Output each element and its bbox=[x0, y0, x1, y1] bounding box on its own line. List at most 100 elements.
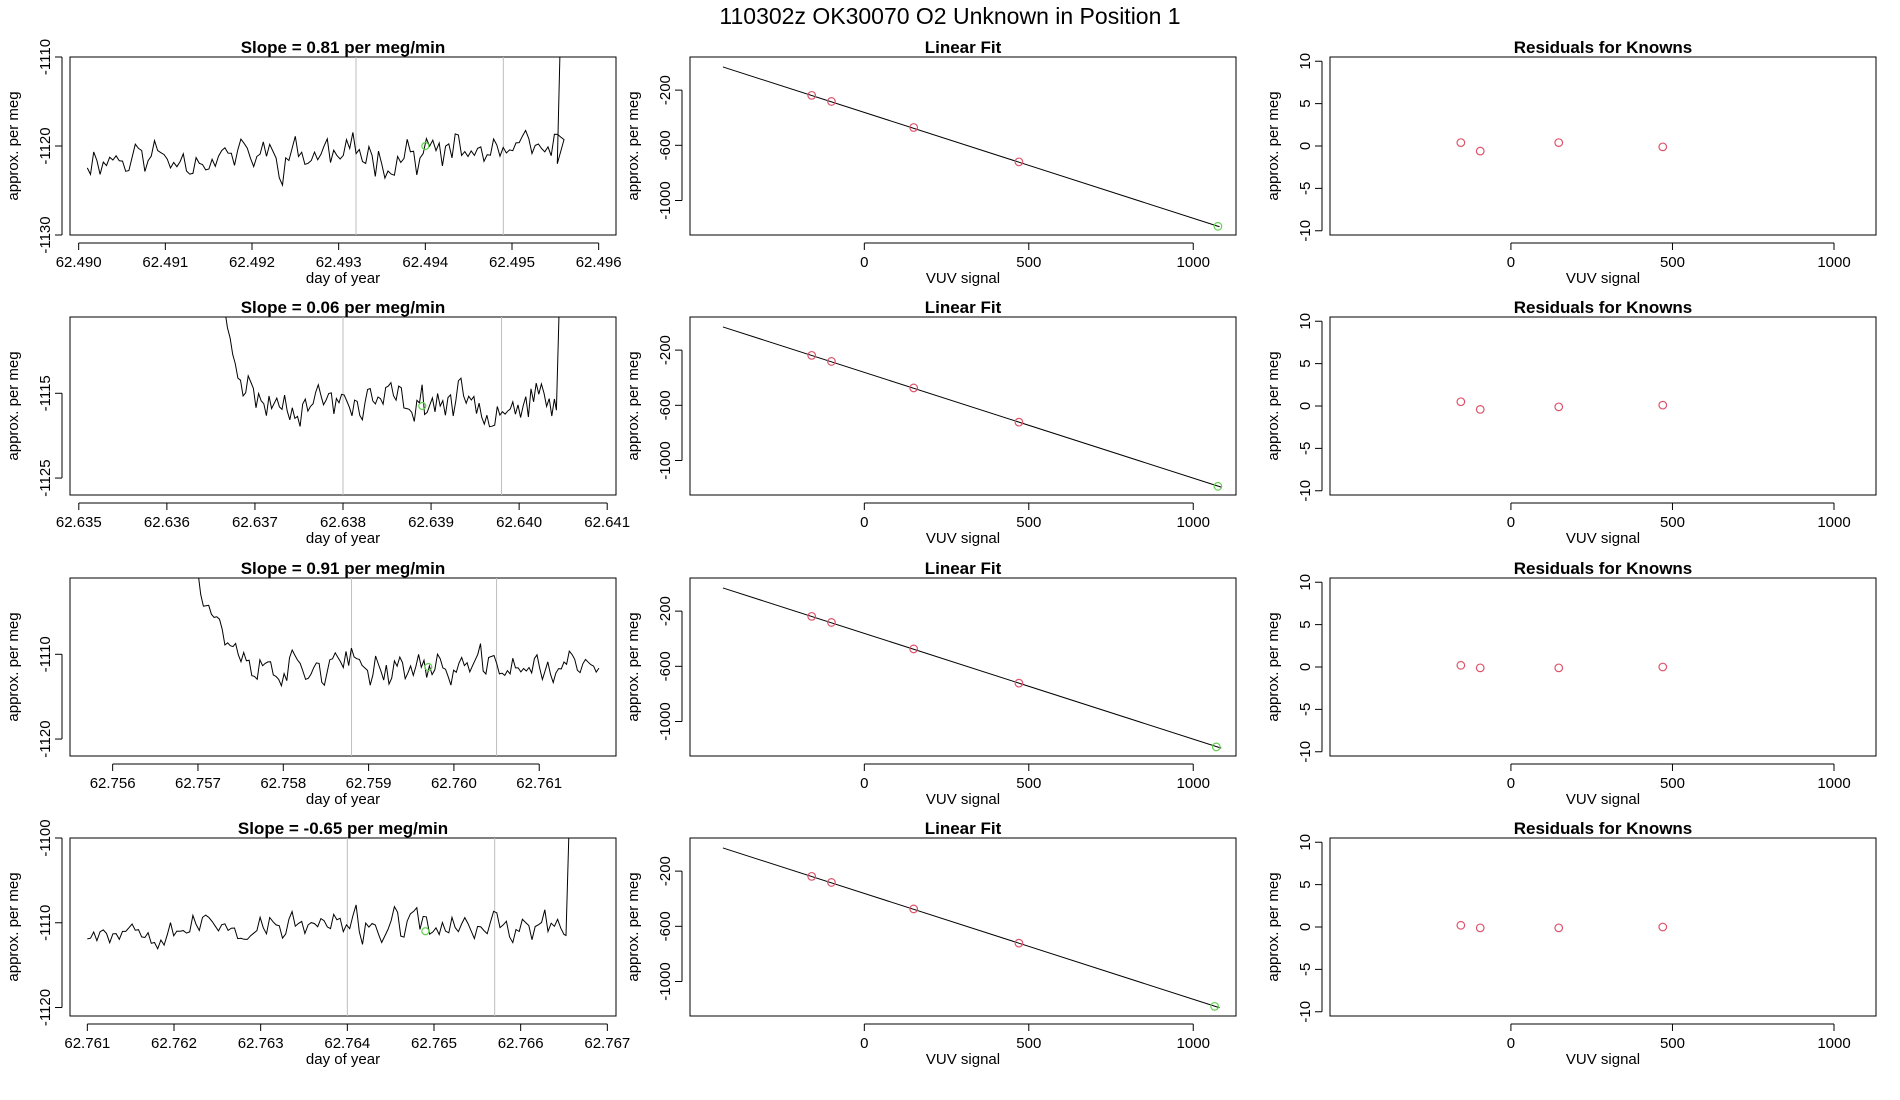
chart-panel-time-series-row4: Slope = -0.65 per meg/min 62.761 62.762 62.… bbox=[5, 819, 630, 1068]
y-tick-label: -10 bbox=[1297, 220, 1314, 242]
x-tick-label: 500 bbox=[1660, 1035, 1685, 1052]
residual-point bbox=[1475, 663, 1485, 673]
y-axis-label: approx. per meg bbox=[625, 872, 642, 981]
y-tick-label: -1000 bbox=[657, 702, 674, 740]
plot-area bbox=[198, 578, 600, 756]
x-tick-label: 62.492 bbox=[229, 254, 275, 271]
known-point bbox=[909, 904, 919, 914]
residual-point bbox=[1475, 923, 1485, 933]
y-tick-label: 0 bbox=[1297, 663, 1314, 671]
x-tick-label: 62.494 bbox=[402, 254, 448, 271]
y-tick-label: 10 bbox=[1297, 834, 1314, 851]
x-tick-label: 62.640 bbox=[496, 514, 542, 531]
y-tick-label: 5 bbox=[1297, 359, 1314, 367]
y-tick-label: 0 bbox=[1297, 142, 1314, 150]
y-axis-label: approx. per meg bbox=[1265, 91, 1282, 200]
chart-panel-time-series-row3: Slope = 0.91 per meg/min 62.756 62.757 62.7… bbox=[5, 559, 617, 808]
fit-line bbox=[722, 587, 1222, 749]
plot-area bbox=[722, 587, 1222, 752]
x-tick-label: 62.764 bbox=[324, 1035, 370, 1052]
fit-line bbox=[722, 326, 1222, 488]
x-axis-label: VUV signal bbox=[926, 530, 1000, 547]
x-tick-label: 500 bbox=[1660, 514, 1685, 531]
chart-panel-time-series-row2: Slope = 0.06 per meg/min 62.635 62.636 62.6… bbox=[5, 298, 630, 547]
y-axis-label: approx. per meg bbox=[5, 91, 22, 200]
x-tick-label: 62.639 bbox=[408, 514, 454, 531]
known-point bbox=[1014, 678, 1024, 688]
y-tick-label: -200 bbox=[657, 856, 674, 886]
y-tick-label: -1120 bbox=[37, 989, 54, 1026]
x-axis-label: VUV signal bbox=[1566, 1051, 1640, 1068]
y-axis-label: approx. per meg bbox=[625, 91, 642, 200]
x-tick-label: 500 bbox=[1660, 775, 1685, 792]
unknown-point bbox=[1213, 221, 1223, 231]
y-axis-label: approx. per meg bbox=[1265, 351, 1282, 460]
plot-area bbox=[87, 838, 570, 1016]
panel-title: Residuals for Knowns bbox=[1514, 38, 1693, 57]
chart-panel-residuals-row1: Residuals for Knowns 0 500 1000 VUV signal -1… bbox=[1265, 38, 1877, 287]
plot-frame bbox=[69, 56, 617, 236]
unknown-point-marker bbox=[424, 662, 433, 672]
plot-frame bbox=[1329, 837, 1877, 1017]
y-tick-label: -10 bbox=[1297, 741, 1314, 763]
x-tick-label: 0 bbox=[1507, 1035, 1515, 1052]
x-tick-label: 500 bbox=[1016, 254, 1041, 271]
x-axis-label: day of year bbox=[306, 791, 380, 808]
panel-title: Linear Fit bbox=[925, 559, 1002, 578]
panel-title: Slope = 0.81 per meg/min bbox=[241, 38, 446, 57]
x-tick-label: 1000 bbox=[1817, 254, 1850, 271]
plot-area bbox=[225, 317, 560, 495]
x-tick-label: 62.490 bbox=[56, 254, 102, 271]
residual-point bbox=[1475, 146, 1485, 156]
x-tick-label: 62.756 bbox=[90, 775, 136, 792]
x-tick-label: 62.641 bbox=[584, 514, 630, 531]
x-tick-label: 1000 bbox=[1177, 514, 1210, 531]
data-series-line bbox=[86, 57, 565, 187]
x-tick-label: 62.758 bbox=[260, 775, 306, 792]
residual-point bbox=[1475, 404, 1485, 414]
residual-point bbox=[1456, 660, 1466, 670]
plot-frame bbox=[1329, 316, 1877, 496]
x-tick-label: 62.759 bbox=[346, 775, 392, 792]
known-point bbox=[909, 383, 919, 393]
residual-point bbox=[1456, 397, 1466, 407]
unknown-point bbox=[1213, 481, 1223, 491]
chart-panel-residuals-row3: Residuals for Knowns 0 500 1000 VUV signal -1… bbox=[1265, 559, 1877, 808]
plot-area bbox=[1456, 397, 1668, 414]
residual-point bbox=[1658, 922, 1668, 932]
residual-point bbox=[1554, 923, 1564, 933]
known-point bbox=[909, 644, 919, 654]
known-point bbox=[909, 123, 919, 132]
x-tick-label: 62.491 bbox=[142, 254, 188, 271]
y-tick-label: -1110 bbox=[37, 905, 54, 941]
panel-title: Slope = -0.65 per meg/min bbox=[238, 819, 448, 838]
y-tick-label: -10 bbox=[1297, 1001, 1314, 1023]
plot-area bbox=[722, 66, 1223, 231]
chart-panel-residuals-row2: Residuals for Knowns 0 500 1000 VUV signal -1… bbox=[1265, 298, 1877, 547]
x-tick-label: 62.496 bbox=[576, 254, 622, 271]
x-tick-label: 1000 bbox=[1817, 775, 1850, 792]
fit-line bbox=[722, 847, 1220, 1009]
y-axis-label: approx. per meg bbox=[625, 351, 642, 460]
x-tick-label: 62.495 bbox=[489, 254, 535, 271]
x-tick-label: 0 bbox=[1507, 775, 1515, 792]
x-tick-label: 62.761 bbox=[516, 775, 562, 792]
known-point bbox=[827, 357, 836, 366]
y-tick-label: -1125 bbox=[37, 459, 54, 496]
x-tick-label: 0 bbox=[860, 775, 868, 792]
x-tick-label: 0 bbox=[1507, 254, 1515, 271]
chart-panel-linear-fit-row4: Linear Fit 0 500 1000 VUV signal -1000 -600 -20… bbox=[625, 819, 1237, 1068]
x-tick-label: 0 bbox=[1507, 514, 1515, 531]
y-tick-label: 5 bbox=[1297, 620, 1314, 628]
chart-panel-residuals-row4: Residuals for Knowns 0 500 1000 VUV signal -1… bbox=[1265, 819, 1877, 1068]
y-axis-label: approx. per meg bbox=[5, 351, 22, 460]
x-tick-label: 0 bbox=[860, 254, 868, 271]
y-tick-label: -1110 bbox=[37, 39, 54, 75]
x-tick-label: 500 bbox=[1016, 514, 1041, 531]
x-tick-label: 62.760 bbox=[431, 775, 477, 792]
figure-title: 110302z OK30070 O2 Unknown in Position 1 bbox=[719, 3, 1180, 29]
x-tick-label: 0 bbox=[860, 514, 868, 531]
y-axis-label: approx. per meg bbox=[1265, 612, 1282, 721]
y-tick-label: -600 bbox=[657, 911, 674, 941]
